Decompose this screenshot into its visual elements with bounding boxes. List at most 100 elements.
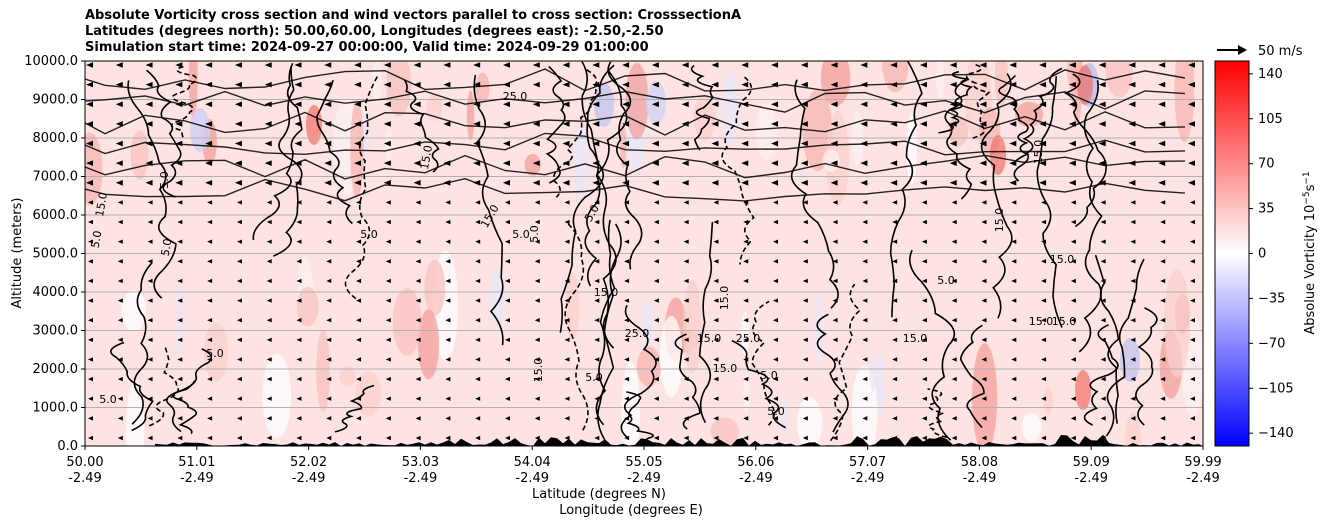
wind-vector-arrow	[860, 140, 868, 147]
wind-vector-arrow	[800, 140, 808, 147]
x-tick-label-longitude: -2.49	[68, 471, 102, 486]
wind-vector-arrow	[981, 416, 987, 421]
vorticity-patch	[426, 94, 443, 122]
wind-vector-arrow	[862, 278, 868, 284]
plot-area: 15.05.0 5.05.0 5.015.05.015.025.0 15.0 25.01…	[84, 60, 1204, 447]
wind-vector-arrow	[502, 101, 510, 108]
wind-vector-arrow	[502, 140, 510, 147]
wind-vector-arrow	[236, 298, 242, 303]
wind-vector-arrow	[564, 357, 570, 362]
wind-vector-arrow	[653, 298, 659, 303]
vorticity-patch	[869, 359, 876, 393]
wind-vector-arrow	[981, 298, 987, 303]
y-tick-label: 1000.0	[33, 401, 79, 416]
wind-vector-arrow	[832, 259, 838, 264]
wind-vector-arrow	[415, 239, 421, 244]
wind-vector-arrow	[145, 179, 153, 186]
wind-vector-arrow	[862, 200, 868, 205]
wind-vector-arrow	[802, 318, 808, 323]
wind-vector-arrow	[413, 160, 421, 166]
vorticity-patch	[392, 288, 422, 356]
wind-vector-arrow	[802, 259, 808, 264]
wind-vector-arrow	[1011, 298, 1017, 303]
wind-vector-arrow	[1100, 416, 1106, 421]
wind-vector-arrow	[892, 318, 898, 323]
wind-vector-arrow	[624, 219, 630, 225]
contour-label: 15.0	[697, 332, 722, 345]
wind-vector-arrow	[475, 318, 481, 323]
wind-vector-arrow	[890, 160, 898, 166]
x-tick-label-longitude: -2.49	[851, 471, 885, 486]
wind-vector-arrow	[1188, 160, 1195, 166]
wind-vector-arrow	[832, 357, 838, 362]
contour-label: 25.0	[503, 90, 528, 103]
wind-vector-arrow	[326, 376, 332, 382]
wind-vector-arrow	[1039, 140, 1047, 147]
wind-vector-arrow	[562, 62, 570, 68]
wind-vector-arrow	[741, 62, 749, 68]
wind-vector-arrow	[711, 179, 719, 186]
contour-line	[252, 62, 303, 241]
x-axis-label-latitude: Latitude (degrees N)	[532, 487, 666, 502]
colorbar-label: Absolue Vorticity 10−5s−1	[1302, 171, 1318, 334]
x-tick-label-latitude: 56.06	[737, 455, 774, 470]
wind-vector-arrow	[981, 219, 987, 225]
vorticity-patch	[1125, 413, 1141, 446]
wind-vector-arrow	[475, 337, 481, 343]
wind-vector-arrow	[981, 259, 987, 264]
contour-line	[545, 65, 566, 184]
contour-line	[85, 110, 1186, 136]
wind-vector-arrow	[326, 318, 332, 323]
contour-line	[597, 223, 622, 440]
wind-vector-arrow	[771, 81, 779, 88]
wind-vector-arrow	[1098, 101, 1106, 108]
wind-vector-arrow	[1070, 435, 1076, 441]
wind-vector-arrow	[504, 219, 510, 225]
wind-vector-arrow	[205, 101, 213, 108]
wind-vector-arrow	[860, 101, 868, 108]
y-tick-label: 8000.0	[33, 131, 79, 146]
wind-vector-arrow	[890, 179, 898, 186]
wind-vector-arrow	[564, 435, 570, 441]
wind-vector-arrow	[534, 376, 540, 382]
wind-vector-arrow	[1041, 239, 1047, 244]
wind-vector-arrow	[860, 160, 868, 166]
wind-vector-arrow	[324, 62, 332, 68]
wind-vector-arrow	[1009, 140, 1017, 147]
wind-vector-arrow	[296, 239, 302, 244]
wind-vector-arrow	[890, 81, 898, 88]
colorbar-tick-label: 70	[1258, 157, 1275, 172]
wind-vector-arrow	[622, 179, 630, 186]
wind-vector-arrow	[892, 416, 898, 421]
wind-vector-arrow	[266, 357, 272, 362]
wind-vector-arrow	[802, 396, 808, 401]
wind-vector-arrow	[800, 62, 808, 68]
wind-vector-arrow	[771, 121, 779, 127]
wind-vector-arrow	[1130, 435, 1136, 441]
wind-vector-arrow	[1160, 200, 1166, 205]
wind-vector-arrow	[1190, 278, 1195, 284]
wind-vector-arrow	[713, 219, 719, 225]
wind-vector-arrow	[296, 278, 302, 284]
chart-title-line-1: Absolute Vorticity cross section and win…	[85, 8, 742, 23]
wind-vector-arrow	[88, 318, 93, 323]
wind-vector-arrow	[653, 318, 659, 323]
wind-vector-arrow	[1011, 337, 1017, 343]
wind-vector-arrow	[443, 160, 451, 166]
wind-vector-arrow	[949, 160, 957, 166]
wind-vector-arrow	[653, 200, 659, 205]
wind-vector-arrow	[413, 121, 421, 127]
wind-vector-arrow	[86, 101, 93, 108]
wind-vector-arrow	[681, 160, 689, 166]
contour-line	[146, 69, 182, 198]
vorticity-patch	[683, 279, 702, 375]
wind-vector-arrow	[951, 435, 957, 441]
wind-vector-arrow	[743, 259, 749, 264]
wind-vector-arrow	[1009, 179, 1017, 186]
wind-vector-arrow	[921, 259, 927, 264]
wind-vector-arrow	[1041, 396, 1047, 401]
vorticity-patch	[636, 346, 662, 387]
wind-vector-arrow	[624, 259, 630, 264]
wind-vector-arrow	[622, 62, 630, 68]
wind-vector-arrow	[326, 416, 332, 421]
